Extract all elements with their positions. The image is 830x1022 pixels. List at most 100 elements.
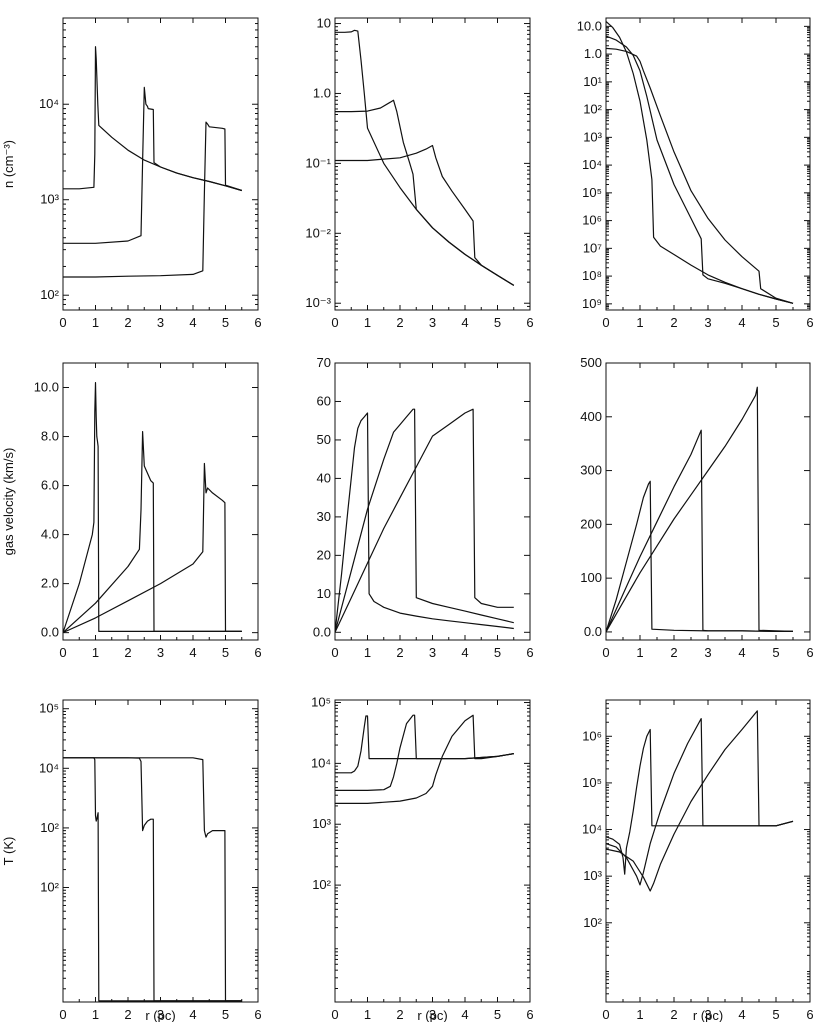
panel-row1-col1: 0 1 2 3 4 5 6 10² 10³ 10⁴ n (cm⁻³): [1, 17, 262, 330]
x-tick-label: 0: [331, 1007, 338, 1022]
series-line-2: [63, 86, 242, 244]
series-line-2: [606, 35, 794, 304]
panel-row2-col3: 0 1 2 3 4 5 6 0.0 100 200 300 400 500: [580, 355, 813, 660]
series-line-2: [335, 99, 515, 286]
y-tick-label: 10³: [583, 868, 602, 883]
x-tick-label: 3: [429, 1007, 436, 1022]
x-tick-label: 1: [92, 315, 99, 330]
panel-row1-col2: 0 1 2 3 4 5 6 10⁻³ 10⁻² 10⁻¹ 1.0 10: [305, 16, 533, 330]
y-tick-label: 10⁴: [311, 755, 331, 770]
y-tick-label: 200: [580, 516, 602, 531]
series-line-3: [335, 408, 514, 633]
x-tick-label: 2: [124, 645, 131, 660]
x-tick-label: 3: [157, 315, 164, 330]
series-group: [335, 714, 514, 804]
y-tick-label: 10⁻²: [305, 225, 331, 240]
x-tick-label: 0: [602, 315, 609, 330]
y-tick-label: 10⁴: [39, 760, 59, 775]
y-tick-label: 10⁴: [39, 96, 59, 111]
y-tick-label: 50: [317, 432, 331, 447]
x-tick-label: 2: [396, 315, 403, 330]
series-line-2: [335, 408, 514, 633]
y-tick-label: 10⁴: [582, 157, 602, 172]
x-tick-label: 0: [331, 645, 338, 660]
x-tick-label: 1: [364, 1007, 371, 1022]
plot-frame: [605, 362, 811, 641]
x-tick-label: 3: [704, 645, 711, 660]
x-tick-label: 2: [670, 645, 677, 660]
panel-row3-col3: 0 1 2 3 4 5 6 10² 10³ 10⁴ 10⁵ 10⁶ r (pc): [582, 699, 814, 1022]
y-tick-label: 10⁻³: [305, 295, 331, 310]
x-tick-label: 5: [494, 315, 501, 330]
y-tick-label: 10³: [583, 129, 602, 144]
series-group: [63, 46, 242, 278]
y-tick-label: 70: [317, 355, 331, 370]
x-tick-label: 1: [636, 645, 643, 660]
series-group: [606, 710, 794, 892]
y-tick-label: 500: [580, 355, 602, 370]
y-tick-label: 10⁶: [582, 213, 602, 228]
series-group: [335, 29, 515, 286]
panel-row2-col2: 0 1 2 3 4 5 6 0.0 10 20 30 40 50 60 70: [313, 355, 534, 660]
series-line-1: [63, 382, 242, 633]
series-line-2: [335, 714, 514, 791]
x-tick-label: 6: [254, 1007, 261, 1022]
series-line-3: [63, 462, 242, 634]
plot-frame: [62, 699, 259, 1003]
x-tick-label: 0: [602, 645, 609, 660]
y-tick-label: 300: [580, 463, 602, 478]
y-tick-label: 10²: [40, 287, 59, 302]
series-line-1: [335, 29, 515, 286]
series-group: [606, 21, 794, 304]
series-line-1: [335, 412, 514, 633]
y-tick-label: 0.0: [41, 625, 59, 640]
y-tick-label: 40: [317, 470, 331, 485]
x-tick-label: 6: [254, 315, 261, 330]
x-axis-label: r (pc): [417, 1008, 447, 1022]
x-tick-label: 1: [636, 315, 643, 330]
plot-frame: [62, 362, 259, 641]
panel-row1-col3: 0 1 2 3 4 5 6 10⁹ 10⁸ 10⁷ 10⁶ 10⁵ 10⁴ 10³ 10² 10¹ 1.0 10.…: [577, 17, 814, 330]
x-tick-label: 5: [772, 645, 779, 660]
x-tick-label: 1: [636, 1007, 643, 1022]
y-tick-label: 10⁶: [582, 728, 602, 743]
y-tick-label: 2.0: [41, 576, 59, 591]
y-tick-label: 1.0: [584, 46, 602, 61]
x-tick-label: 0: [59, 315, 66, 330]
x-tick-label: 6: [526, 315, 533, 330]
y-tick-label: 6.0: [41, 478, 59, 493]
x-tick-label: 4: [738, 315, 745, 330]
y-tick-label: 0.0: [313, 624, 331, 639]
x-tick-label: 0: [59, 1007, 66, 1022]
y-axis-label: gas velocity (km/s): [1, 448, 16, 556]
x-tick-label: 4: [189, 1007, 196, 1022]
panel-row3-col1: 0 1 2 3 4 5 6 10² 10² 10⁴ 10⁵ T (K) r (pc): [1, 699, 262, 1022]
x-tick-label: 4: [738, 1007, 745, 1022]
y-tick-label: 100: [580, 570, 602, 585]
series-line-3: [606, 710, 794, 892]
series-line-2: [606, 429, 793, 633]
x-axis-label: r (pc): [693, 1008, 723, 1022]
x-tick-label: 2: [396, 645, 403, 660]
x-tick-label: 5: [222, 1007, 229, 1022]
series-line-2: [63, 757, 242, 1002]
x-tick-label: 2: [670, 1007, 677, 1022]
y-tick-label: 10⁴: [582, 822, 602, 837]
series-line-3: [63, 757, 242, 1002]
series-line-1: [63, 46, 242, 192]
y-tick-label: 10: [317, 586, 331, 601]
x-tick-label: 5: [494, 645, 501, 660]
x-tick-label: 6: [254, 645, 261, 660]
series-line-3: [335, 714, 514, 804]
y-tick-label: 10⁵: [582, 775, 602, 790]
series-line-1: [606, 480, 793, 633]
y-tick-label: 10²: [583, 915, 602, 930]
x-axis-label: r (pc): [145, 1008, 175, 1022]
x-tick-label: 4: [189, 315, 196, 330]
series-group: [63, 382, 242, 634]
x-tick-label: 5: [222, 315, 229, 330]
y-tick-label: 10²: [583, 102, 602, 117]
x-tick-label: 1: [92, 645, 99, 660]
y-tick-label: 10: [317, 16, 331, 31]
